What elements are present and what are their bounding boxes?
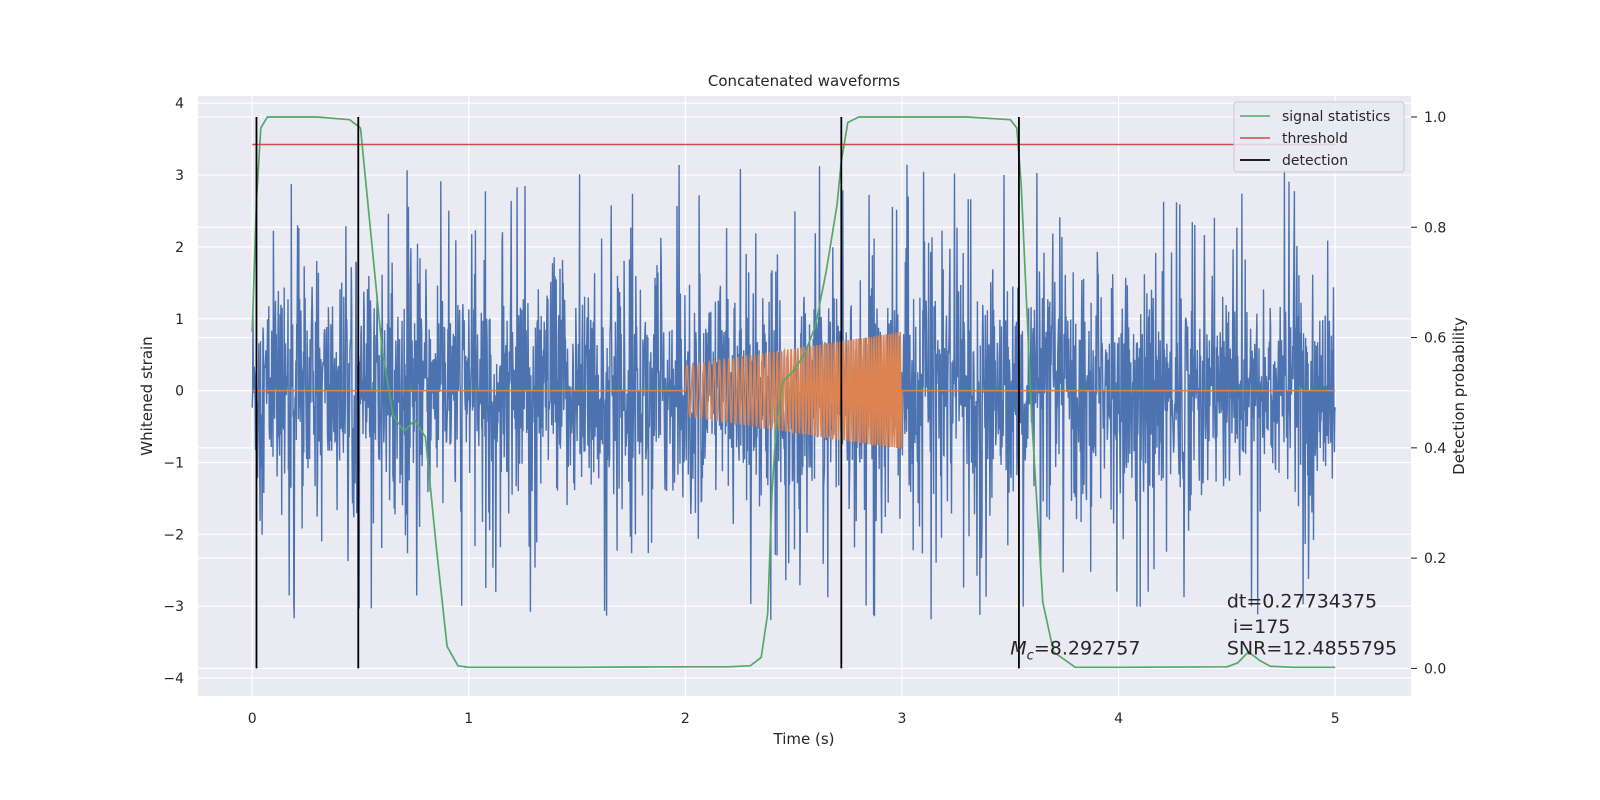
x-axis-label: Time (s) <box>773 730 835 748</box>
y-axis-label-left: Whitened strain <box>138 336 156 455</box>
data-layer <box>251 116 1336 669</box>
y-tick-label-left: 3 <box>175 168 184 184</box>
y-tick-label-left: −2 <box>163 527 184 543</box>
annotation-chirp-mass-subscript: c <box>1027 648 1034 663</box>
x-tick-label: 4 <box>1114 711 1123 727</box>
annotation-text: i=175 <box>1227 616 1291 638</box>
y-tick-label-right: 0.0 <box>1424 661 1446 677</box>
y-axis-label-right: Detection probability <box>1450 317 1468 475</box>
legend: signal statistics threshold detection <box>1233 101 1405 173</box>
series-line-template-chirp <box>252 331 1336 449</box>
y-tick-label-right: 0.4 <box>1424 441 1446 457</box>
series-line-signal-statistics <box>251 116 1336 669</box>
y-tick-label-right: 0.8 <box>1424 220 1446 236</box>
x-tick-label: 5 <box>1331 711 1340 727</box>
y-tick-label-left: 4 <box>175 96 184 112</box>
annotation-chirp-mass: Mc=8.292757 <box>1010 637 1140 663</box>
annotation-text: dt=0.27734375 <box>1227 591 1377 613</box>
y-tick-label-left: 2 <box>175 240 184 256</box>
legend-box <box>1233 101 1405 173</box>
y-tick-label-left: −4 <box>163 671 184 687</box>
tick-layer: 0 1 2 3 4 5 4 3 2 1 0 −1 −2 −3 −4 1.0 0.8 0.6 0.4 0.2 0.0 <box>163 96 1446 727</box>
legend-label-detection: detection <box>1282 153 1348 169</box>
x-tick-label: 0 <box>248 711 257 727</box>
y-tick-label-right: 1.0 <box>1424 110 1446 126</box>
annotation-chirp-mass-symbol: M <box>1010 637 1026 659</box>
legend-label-signal-statistics: signal statistics <box>1282 109 1390 125</box>
x-tick-label: 3 <box>898 711 907 727</box>
annotation-text: SNR=12.4855795 <box>1227 637 1397 659</box>
x-tick-label: 2 <box>681 711 690 727</box>
chart-title: Concatenated waveforms <box>708 72 900 90</box>
y-tick-label-right: 0.2 <box>1424 551 1446 567</box>
annotation-chirp-mass-value: =8.292757 <box>1034 637 1141 659</box>
y-tick-label-left: −1 <box>163 455 184 471</box>
x-tick-label: 1 <box>464 711 473 727</box>
y-tick-label-left: 0 <box>175 384 184 400</box>
legend-label-threshold: threshold <box>1282 131 1348 147</box>
y-tick-label-left: 1 <box>175 312 184 328</box>
y-tick-label-right: 0.6 <box>1424 331 1446 347</box>
y-tick-label-left: −3 <box>163 599 184 615</box>
